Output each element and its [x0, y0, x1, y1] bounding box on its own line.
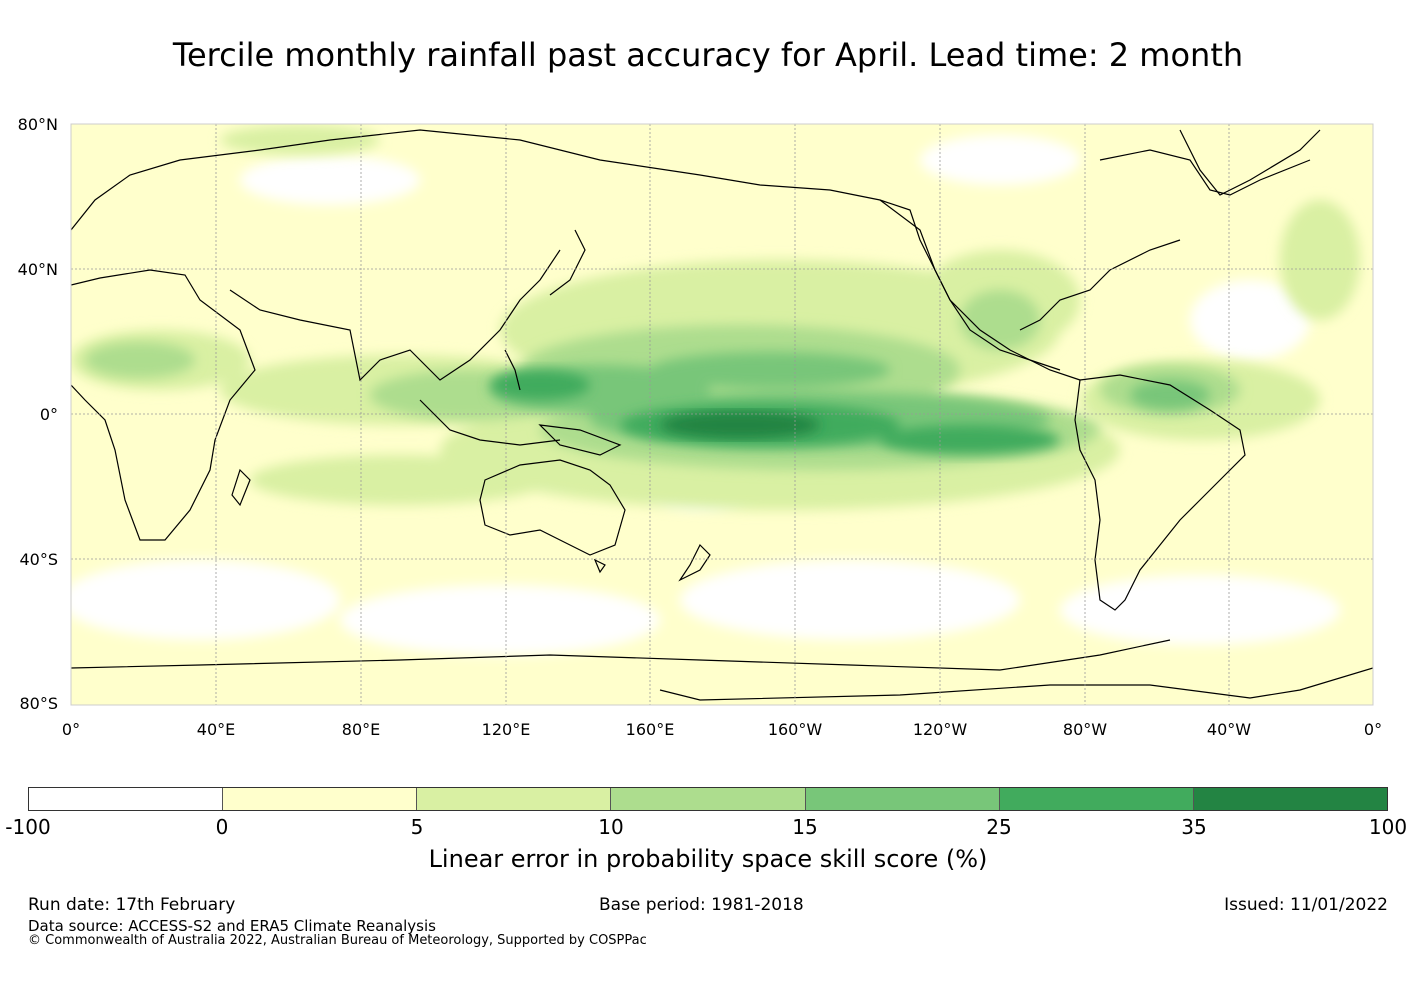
- lat-label-40n: 40°N: [17, 260, 58, 279]
- colorbar-tick: 10: [598, 815, 624, 839]
- lon-label-0: 0°: [61, 720, 81, 739]
- lon-label-40e: 40°E: [196, 720, 236, 739]
- coastlines: [71, 129, 1373, 701]
- lat-label-80n: 80°N: [17, 115, 58, 134]
- colorbar-segment: [222, 788, 417, 810]
- colorbar-segment: [29, 788, 223, 810]
- colorbar: [28, 787, 1388, 811]
- issued-date: Issued: 11/01/2022: [1224, 895, 1388, 915]
- lat-label-0: 0°: [39, 405, 58, 424]
- lat-label-80s: 80°S: [19, 694, 58, 713]
- colorbar-tick: 5: [410, 815, 424, 839]
- skill-35-100: [660, 411, 820, 439]
- lon-label-120w: 120°W: [912, 720, 968, 739]
- colorbar-tick: 35: [1181, 815, 1207, 839]
- colorbar-segment: [416, 788, 611, 810]
- data-source: Data source: ACCESS-S2 and ERA5 Climate …: [28, 917, 436, 935]
- lon-label-40w: 40°W: [1206, 720, 1252, 739]
- colorbar-label: Linear error in probability space skill …: [428, 845, 988, 873]
- colorbar-tick: 15: [792, 815, 818, 839]
- colorbar-tick: 0: [215, 815, 229, 839]
- lon-label-120e: 120°E: [481, 720, 531, 739]
- graticule: [71, 124, 1373, 705]
- colorbar-tick: 100: [1368, 815, 1408, 839]
- run-date: Run date: 17th February: [28, 895, 236, 915]
- page-title: Tercile monthly rainfall past accuracy f…: [172, 36, 1244, 74]
- base-period: Base period: 1981-2018: [599, 895, 804, 915]
- map-field: [71, 124, 1373, 705]
- colorbar-segment: [610, 788, 805, 810]
- lon-label-160w: 160°W: [767, 720, 823, 739]
- lat-label-40s: 40°S: [19, 550, 58, 569]
- colorbar-segment: [804, 788, 999, 810]
- lon-label-80e: 80°E: [341, 720, 381, 739]
- colorbar-segment: [998, 788, 1193, 810]
- copyright: © Commonwealth of Australia 2022, Austra…: [28, 933, 647, 948]
- colorbar-tick: -100: [5, 815, 51, 839]
- lon-label-80w: 80°W: [1062, 720, 1108, 739]
- map-frame: [70, 123, 1374, 706]
- colorbar-segment: [1192, 788, 1387, 810]
- colorbar-tick: 25: [986, 815, 1012, 839]
- lon-label-0-end: 0°: [1363, 720, 1383, 739]
- lon-label-160e: 160°E: [625, 720, 675, 739]
